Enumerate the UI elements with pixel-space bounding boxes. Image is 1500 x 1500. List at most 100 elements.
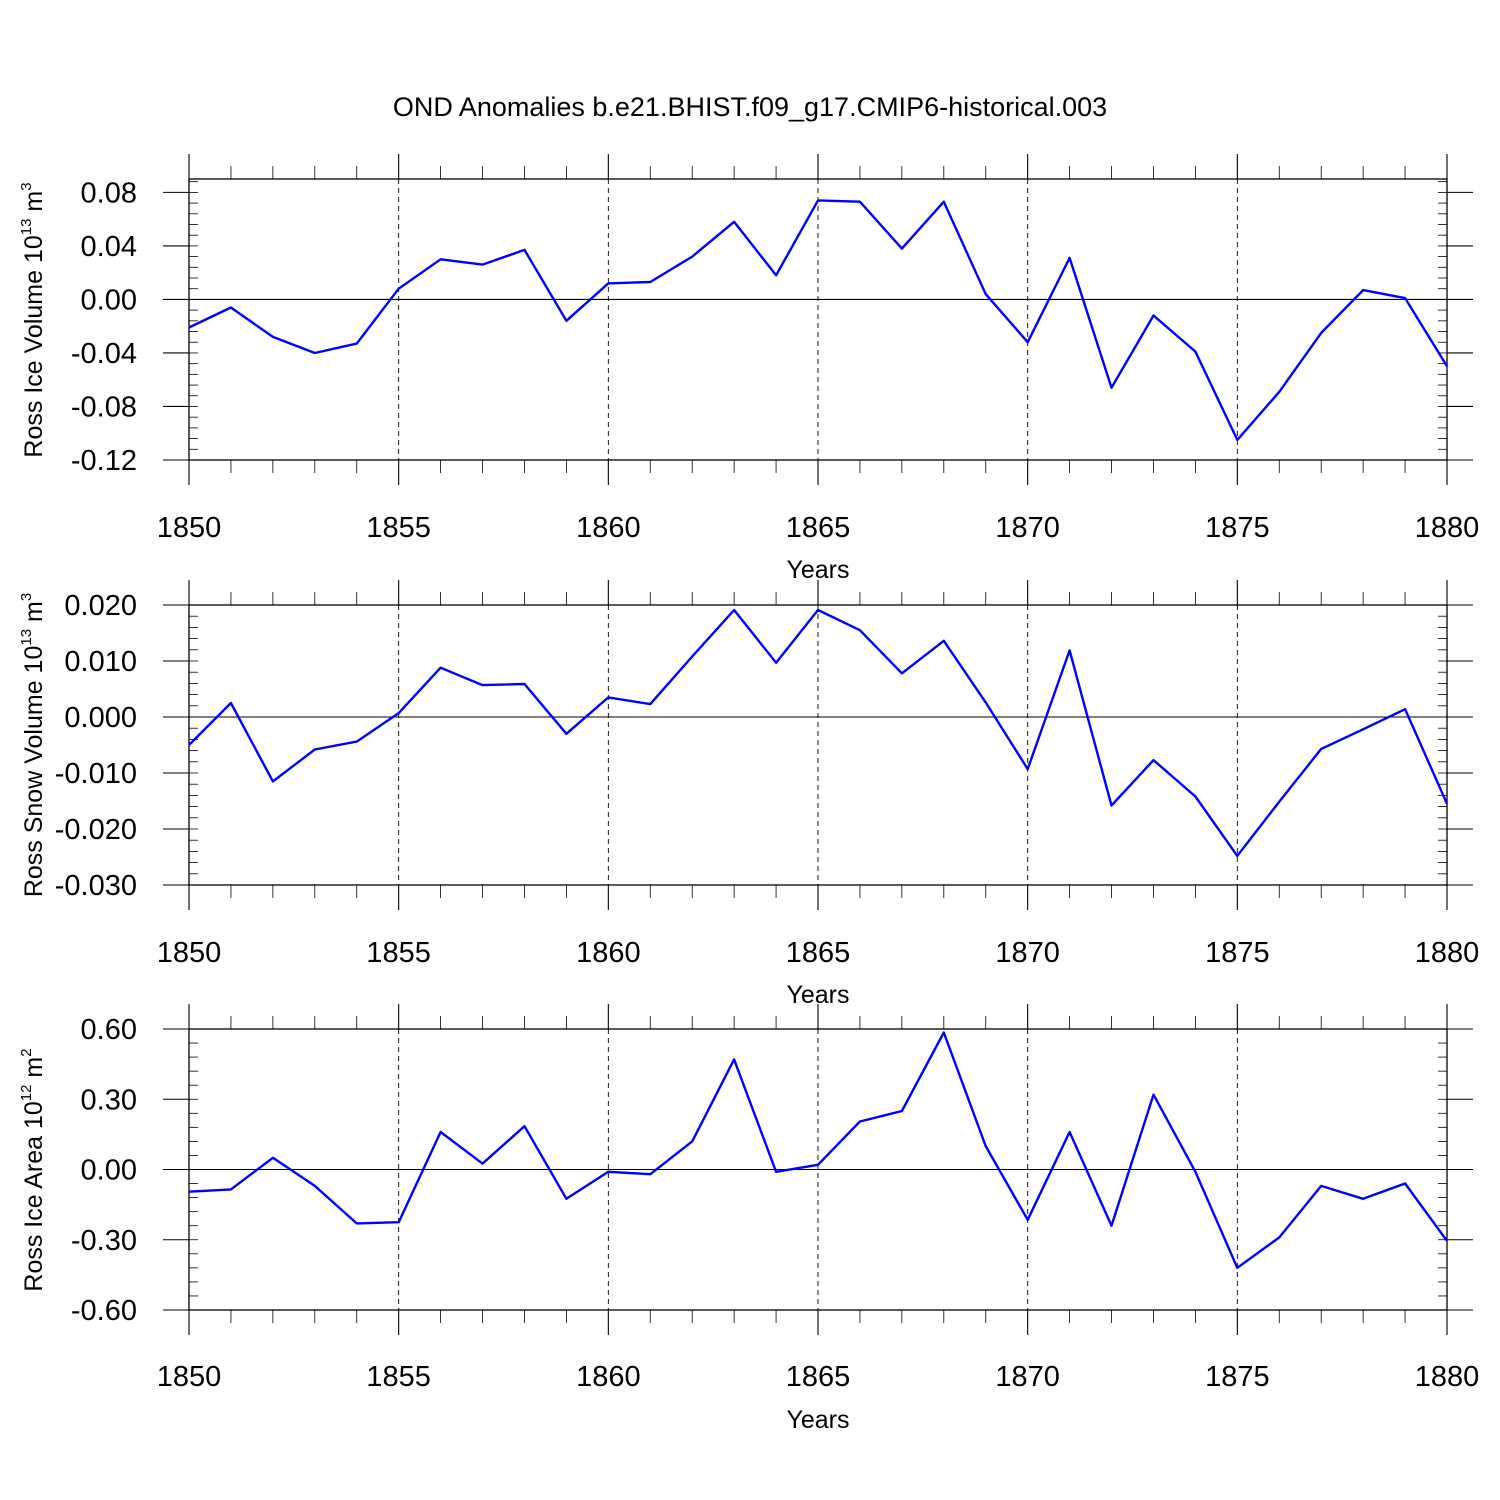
data-point xyxy=(188,744,190,746)
data-point xyxy=(691,655,693,657)
data-point xyxy=(901,672,903,674)
data-point xyxy=(817,1164,819,1166)
data-point xyxy=(1278,1236,1280,1238)
y-tick-label: 0.020 xyxy=(64,590,137,622)
data-point xyxy=(1446,803,1448,805)
data-point xyxy=(733,609,735,611)
y-tick-label: 0.60 xyxy=(81,1014,137,1046)
data-point xyxy=(481,263,483,265)
data-point xyxy=(1110,804,1112,806)
data-point xyxy=(314,1185,316,1187)
y-tick-label: 0.000 xyxy=(64,702,137,734)
panel-2: -0.030 -0.020 -0.010 0.000 0.010 0.020 1850 185… xyxy=(18,580,1479,1009)
data-point xyxy=(1236,1267,1238,1269)
x-tick-label: 1850 xyxy=(157,512,222,544)
data-point xyxy=(439,1131,441,1133)
data-point xyxy=(733,1058,735,1060)
data-point xyxy=(1026,1219,1028,1221)
x-tick-label: 1875 xyxy=(1205,937,1270,969)
data-point xyxy=(607,282,609,284)
data-point xyxy=(523,1125,525,1127)
data-point xyxy=(565,1198,567,1200)
data-point xyxy=(1026,768,1028,770)
data-point xyxy=(1110,387,1112,389)
data-point xyxy=(817,199,819,201)
data-point xyxy=(985,701,987,703)
data-point xyxy=(1362,1198,1364,1200)
data-point xyxy=(859,201,861,203)
data-point xyxy=(1404,297,1406,299)
x-tick-label: 1880 xyxy=(1415,937,1480,969)
data-point xyxy=(1278,391,1280,393)
data-point xyxy=(1068,257,1070,259)
data-point xyxy=(397,1221,399,1223)
data-point xyxy=(901,1110,903,1112)
x-tick-label: 1860 xyxy=(576,937,641,969)
data-point xyxy=(356,740,358,742)
y-tick-label: -0.020 xyxy=(55,814,137,846)
data-point xyxy=(1446,1240,1448,1242)
data-point xyxy=(691,255,693,257)
data-point xyxy=(230,702,232,704)
y-tick-label: 0.30 xyxy=(81,1084,137,1116)
data-point xyxy=(775,661,777,663)
panel-3: -0.60 -0.30 0.00 0.30 0.60 1850 1855 1860 1865 18… xyxy=(18,1004,1479,1434)
data-point xyxy=(649,281,651,283)
data-point xyxy=(523,249,525,251)
data-point xyxy=(1194,1171,1196,1173)
y-axis-label: Ross Ice Area 1012 m2 xyxy=(18,1048,48,1291)
data-point xyxy=(481,684,483,686)
data-point xyxy=(230,306,232,308)
data-point xyxy=(691,1140,693,1142)
data-point xyxy=(1236,855,1238,857)
y-tick-label: 0.08 xyxy=(81,177,137,209)
x-tick-label: 1855 xyxy=(366,1361,431,1393)
data-point xyxy=(1152,314,1154,316)
x-tick-label: 1850 xyxy=(157,937,222,969)
y-tick-label: 0.00 xyxy=(81,1155,137,1187)
data-point xyxy=(943,1031,945,1033)
data-point xyxy=(565,733,567,735)
y-tick-label: -0.010 xyxy=(55,758,137,790)
data-point xyxy=(1194,795,1196,797)
y-tick-label: -0.12 xyxy=(71,445,137,477)
data-point xyxy=(1026,341,1028,343)
series-line xyxy=(188,1031,1448,1270)
data-point xyxy=(1320,748,1322,750)
data-point xyxy=(314,748,316,750)
data-point xyxy=(481,1162,483,1164)
data-point xyxy=(1236,439,1238,441)
data-point xyxy=(272,1157,274,1159)
data-point xyxy=(1152,759,1154,761)
x-tick-label: 1870 xyxy=(995,937,1060,969)
x-tick-label: 1865 xyxy=(786,512,851,544)
y-tick-label: 0.00 xyxy=(81,284,137,316)
series-line xyxy=(188,608,1449,858)
figure-title: OND Anomalies b.e21.BHIST.f09_g17.CMIP6-… xyxy=(393,92,1107,122)
x-tick-label: 1855 xyxy=(366,512,431,544)
data-point xyxy=(356,342,358,344)
data-point xyxy=(1068,1131,1070,1133)
x-tick-label: 1880 xyxy=(1415,512,1480,544)
x-tick-label: 1860 xyxy=(576,512,641,544)
y-axis-label: Ross Ice Volume 1013 m3 xyxy=(18,182,48,457)
data-point xyxy=(1320,1185,1322,1187)
x-tick-label: 1850 xyxy=(157,1361,222,1393)
data-point xyxy=(1446,365,1448,367)
y-axis-label: Ross Snow Volume 1013 m3 xyxy=(18,593,48,897)
y-tick-label: -0.30 xyxy=(71,1225,137,1257)
data-point xyxy=(859,629,861,631)
data-point xyxy=(314,352,316,354)
x-tick-label: 1870 xyxy=(995,512,1060,544)
x-axis-label: Years xyxy=(786,556,849,584)
x-tick-label: 1875 xyxy=(1205,512,1270,544)
y-tick-label: -0.08 xyxy=(71,391,137,423)
x-tick-label: 1865 xyxy=(786,937,851,969)
data-point xyxy=(607,696,609,698)
data-point xyxy=(859,1120,861,1122)
y-tick-label: -0.030 xyxy=(55,870,137,902)
y-tick-label: -0.04 xyxy=(71,338,137,370)
x-tick-label: 1865 xyxy=(786,1361,851,1393)
x-tick-label: 1880 xyxy=(1415,1361,1480,1393)
